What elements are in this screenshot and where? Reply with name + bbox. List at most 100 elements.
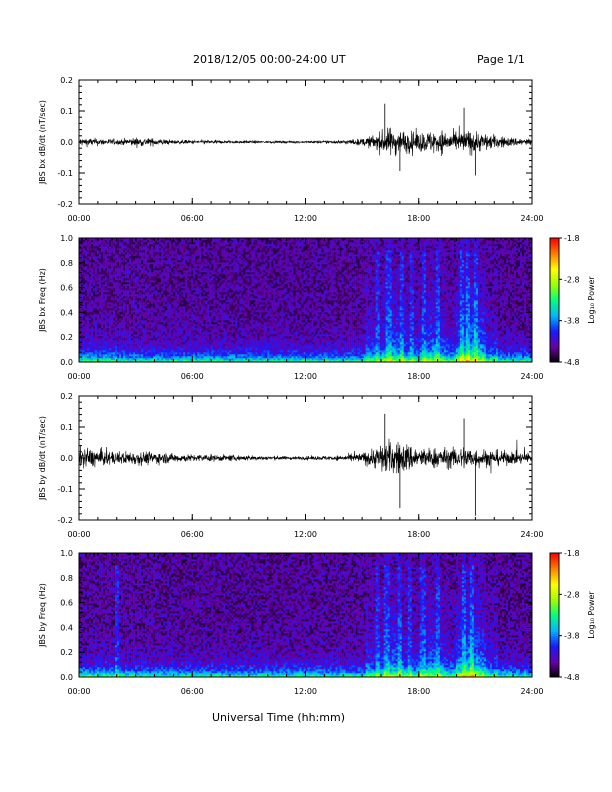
spectrogram-cell bbox=[125, 328, 128, 331]
spectrogram-cell bbox=[149, 240, 152, 243]
spectrogram-cell bbox=[97, 282, 100, 285]
spectrogram-cell bbox=[219, 338, 222, 341]
spectrogram-cell bbox=[205, 272, 208, 275]
spectrogram-cell bbox=[221, 284, 224, 287]
spectrogram-cell bbox=[131, 272, 134, 275]
spectrogram-cell bbox=[215, 292, 218, 295]
spectrogram-cell bbox=[97, 332, 100, 335]
spectrogram-cell bbox=[103, 286, 106, 289]
spectrogram-cell bbox=[99, 306, 102, 309]
spectrogram-cell bbox=[195, 338, 198, 341]
spectrogram-cell bbox=[143, 264, 146, 267]
spectrogram-cell bbox=[133, 258, 136, 261]
spectrogram-cell bbox=[179, 290, 182, 293]
spectrogram-cell bbox=[215, 336, 218, 339]
spectrogram-cell bbox=[217, 286, 220, 289]
spectrogram-cell bbox=[105, 304, 108, 307]
spectrogram-cell bbox=[103, 248, 106, 251]
spectrogram-cell bbox=[135, 360, 138, 363]
spectrogram-cell bbox=[189, 288, 192, 291]
spectrogram-cell bbox=[209, 248, 212, 251]
spectrogram-cell bbox=[113, 344, 116, 347]
spectrogram-cell bbox=[145, 260, 148, 263]
spectrogram-cell bbox=[79, 282, 82, 285]
spectrogram-cell bbox=[151, 320, 154, 323]
spectrogram-cell bbox=[163, 316, 166, 319]
spectrogram-cell bbox=[189, 294, 192, 297]
spectrogram-cell bbox=[187, 256, 190, 259]
spectrogram-cell bbox=[87, 338, 90, 341]
spectrogram-cell bbox=[129, 336, 132, 339]
spectrogram-cell bbox=[99, 246, 102, 249]
spectrogram-cell bbox=[133, 238, 136, 241]
spectrogram-cell bbox=[109, 332, 112, 335]
spectrogram-cell bbox=[233, 352, 236, 355]
spectrogram-cell bbox=[127, 308, 130, 311]
spectrogram-cell bbox=[203, 310, 206, 313]
spectrogram-cell bbox=[181, 300, 184, 303]
spectrogram-cell bbox=[115, 254, 118, 257]
spectrogram-cell bbox=[195, 360, 198, 363]
spectrogram-cell bbox=[115, 338, 118, 341]
spectrogram-cell bbox=[205, 296, 208, 299]
spectrogram-cell bbox=[119, 292, 122, 295]
spectrogram-cell bbox=[227, 310, 230, 313]
spectrogram-cell bbox=[233, 312, 236, 315]
spectrogram-cell bbox=[109, 308, 112, 311]
spectrogram-cell bbox=[231, 286, 234, 289]
spectrogram-cell bbox=[227, 304, 230, 307]
spectrogram-cell bbox=[133, 282, 136, 285]
spectrogram-cell bbox=[167, 266, 170, 269]
spectrogram-cell bbox=[81, 258, 84, 261]
spectrogram-cell bbox=[183, 294, 186, 297]
spectrogram-cell bbox=[161, 280, 164, 283]
spectrogram-cell bbox=[153, 278, 156, 281]
spectrogram-cell bbox=[207, 254, 210, 257]
spectrogram-cell bbox=[171, 250, 174, 253]
spectrogram-cell bbox=[155, 320, 158, 323]
spectrogram-cell bbox=[143, 350, 146, 353]
spectrogram-cell bbox=[79, 354, 82, 357]
spectrogram-cell bbox=[125, 356, 128, 359]
spectrogram-cell bbox=[229, 342, 232, 345]
spectrogram-cell bbox=[183, 342, 186, 345]
spectrogram-cell bbox=[155, 238, 158, 241]
spectrogram-cell bbox=[123, 326, 126, 329]
spectrogram-cell bbox=[181, 312, 184, 315]
spectrogram-cell bbox=[115, 312, 118, 315]
spectrogram-cell bbox=[107, 274, 110, 277]
spectrogram-cell bbox=[149, 296, 152, 299]
spectrogram-cell bbox=[125, 322, 128, 325]
spectrogram-cell bbox=[177, 312, 180, 315]
spectrogram-cell bbox=[185, 290, 188, 293]
spectrogram-cell bbox=[231, 330, 234, 333]
spectrogram-cell bbox=[159, 332, 162, 335]
spectrogram-cell bbox=[99, 354, 102, 357]
spectrogram-cell bbox=[233, 306, 236, 309]
spectrogram-cell bbox=[141, 272, 144, 275]
spectrogram-cell bbox=[125, 288, 128, 291]
spectrogram-cell bbox=[189, 280, 192, 283]
spectrogram-cell bbox=[79, 266, 82, 269]
spectrogram-cell bbox=[165, 260, 168, 263]
spectrogram-cell bbox=[95, 238, 98, 241]
spectrogram-cell bbox=[177, 306, 180, 309]
spectrogram-cell bbox=[163, 268, 166, 271]
spectrogram-cell bbox=[207, 324, 210, 327]
spectrogram-cell bbox=[93, 310, 96, 313]
spectrogram-cell bbox=[153, 356, 156, 359]
spectrogram-cell bbox=[87, 244, 90, 247]
spectrogram-cell bbox=[159, 304, 162, 307]
spectrogram-cell bbox=[85, 330, 88, 333]
spectrogram-cell bbox=[197, 320, 200, 323]
spectrogram-cell bbox=[99, 294, 102, 297]
spectrogram-cell bbox=[159, 264, 162, 267]
spectrogram-cell bbox=[81, 284, 84, 287]
spectrogram-cell bbox=[219, 348, 222, 351]
spectrogram-cell bbox=[179, 298, 182, 301]
spectrogram-cell bbox=[167, 330, 170, 333]
spectrogram-cell bbox=[195, 316, 198, 319]
spectrogram-cell bbox=[191, 306, 194, 309]
spectrogram-cell bbox=[201, 312, 204, 315]
